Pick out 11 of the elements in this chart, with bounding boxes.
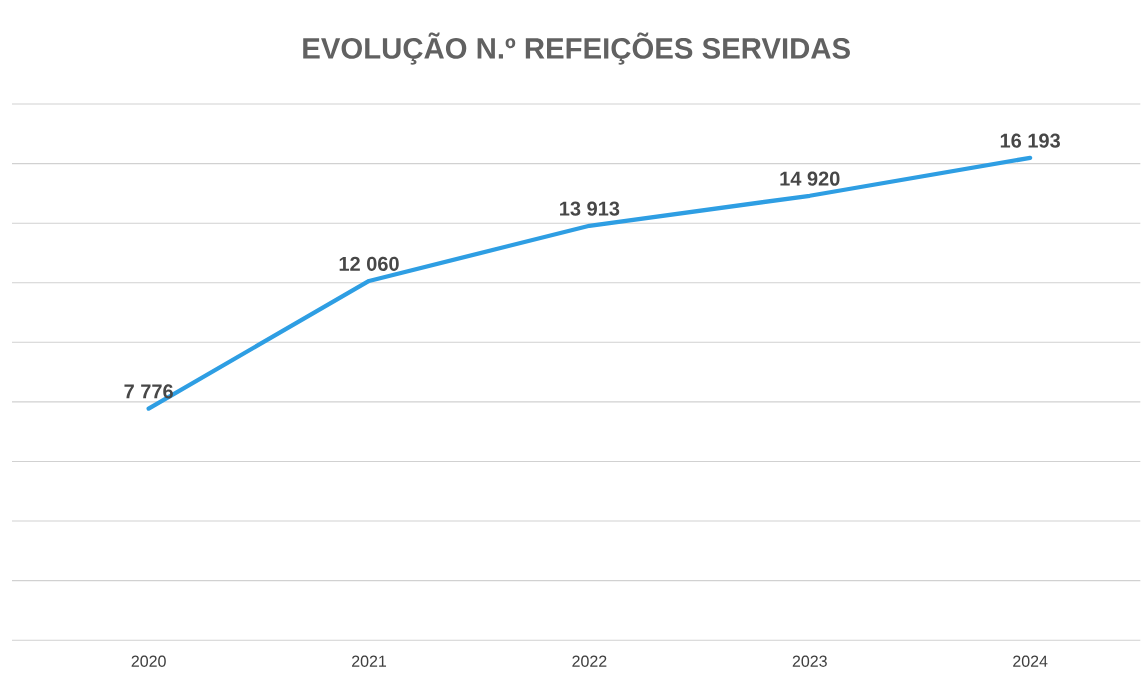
x-tick-label: 2021: [352, 655, 387, 667]
data-label: 14 920: [780, 171, 840, 186]
data-label: 12 060: [339, 256, 399, 271]
x-tick-label: 2024: [1013, 655, 1048, 667]
x-tick-label: 2020: [131, 655, 166, 667]
chart-title: EVOLUÇÃO N.º REFEIÇÕES SERVIDAS: [303, 32, 850, 65]
data-label: 16 193: [1000, 133, 1060, 148]
data-label: 7 776: [124, 384, 173, 399]
x-tick-label: 2022: [572, 655, 607, 667]
x-tick-label: 2023: [792, 655, 827, 667]
data-label: 13 913: [560, 201, 620, 216]
